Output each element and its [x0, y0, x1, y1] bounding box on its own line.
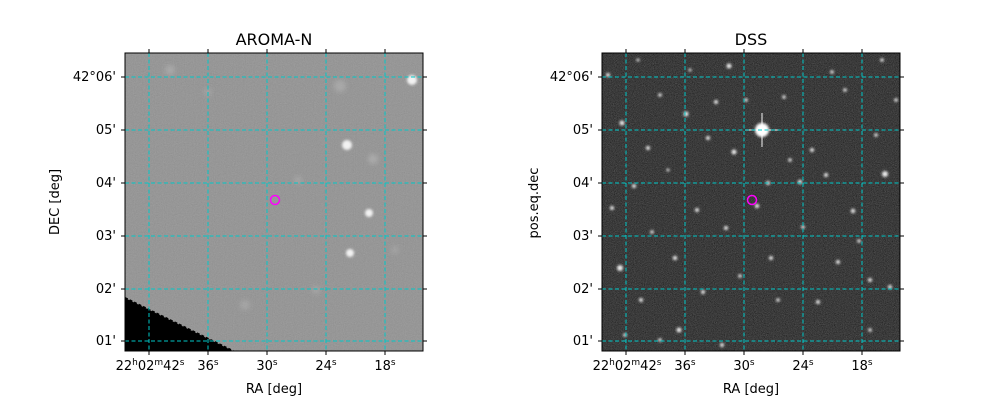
sky-image-dss [602, 53, 900, 351]
panel-title: DSS [735, 30, 768, 49]
x-tick-label: 24s [792, 358, 814, 374]
x-tick-label: 30s [733, 358, 755, 374]
x-tick-label-first: 22h02m42s [593, 358, 662, 374]
x-tick-label: 36s [197, 358, 219, 374]
tick-marks [598, 49, 904, 355]
x-tick-label: 18s [851, 358, 873, 374]
x-tick-label: 24s [315, 358, 337, 374]
star-field [606, 58, 898, 347]
y-tick-label: 03' [96, 229, 116, 244]
target-marker [269, 194, 281, 206]
panel-dss: DSS [527, 30, 904, 397]
grid-lines [125, 53, 423, 351]
y-tick-label: 02' [573, 282, 593, 297]
panel-aroma-n: AROMA-N [48, 30, 427, 397]
y-tick-label: 01' [573, 334, 593, 349]
y-tick-label: 42°06' [550, 70, 593, 85]
x-tick-label-first: 22h02m42s [116, 358, 185, 374]
y-tick-labels: 42°06' 05' 04' 03' 02' 01' [550, 70, 593, 349]
grid-lines [602, 53, 900, 351]
x-tick-label: 30s [256, 358, 278, 374]
y-tick-label: 03' [573, 229, 593, 244]
y-tick-label: 42°06' [73, 70, 116, 85]
y-tick-labels: 42°06' 05' 04' 03' 02' 01' [73, 70, 116, 349]
x-tick-label: 18s [374, 358, 396, 374]
y-tick-label: 05' [573, 123, 593, 138]
target-marker [746, 194, 758, 206]
y-tick-label: 02' [96, 282, 116, 297]
y-axis-label: pos.eq.dec [527, 168, 542, 239]
x-tick-labels: 22h02m42s 36s 30s 24s 18s [116, 358, 396, 374]
y-axis-label: DEC [deg] [48, 169, 63, 235]
tick-marks [121, 49, 427, 355]
x-axis-label: RA [deg] [246, 382, 302, 397]
y-tick-label: 04' [573, 176, 593, 191]
y-tick-label: 04' [96, 176, 116, 191]
x-axis-label: RA [deg] [723, 382, 779, 397]
panel-title: AROMA-N [236, 30, 313, 49]
sky-image-aroma-n [125, 53, 423, 351]
y-tick-label: 05' [96, 123, 116, 138]
x-tick-labels: 22h02m42s 36s 30s 24s 18s [593, 358, 873, 374]
x-tick-label: 36s [674, 358, 696, 374]
y-tick-label: 01' [96, 334, 116, 349]
